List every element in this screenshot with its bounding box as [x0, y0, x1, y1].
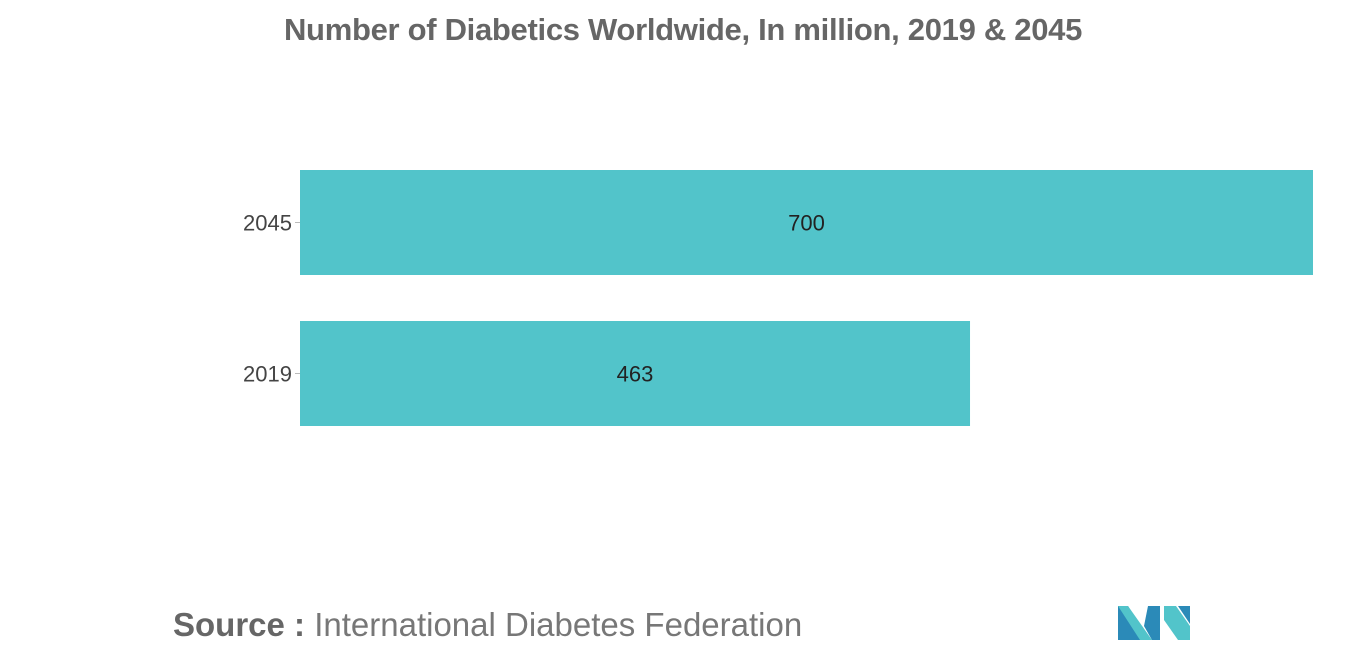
source-label: Source : [173, 606, 306, 643]
y-tick-label-2019: 2019 [243, 362, 292, 387]
bar-2019 [300, 321, 971, 426]
chart-title: Number of Diabetics Worldwide, In millio… [283, 12, 1083, 47]
data-label-2045: 700 [788, 211, 825, 236]
source-text: International Diabetes Federation [314, 606, 803, 643]
source-note: Source : International Diabetes Federati… [173, 606, 802, 644]
data-label-2019: 463 [617, 362, 654, 387]
bar-2045 [300, 170, 1313, 275]
mordor-intelligence-logo-icon [1118, 606, 1190, 640]
y-tick-label-2045: 2045 [243, 211, 292, 236]
bar-chart: 2045 700 2019 463 [243, 170, 1313, 426]
